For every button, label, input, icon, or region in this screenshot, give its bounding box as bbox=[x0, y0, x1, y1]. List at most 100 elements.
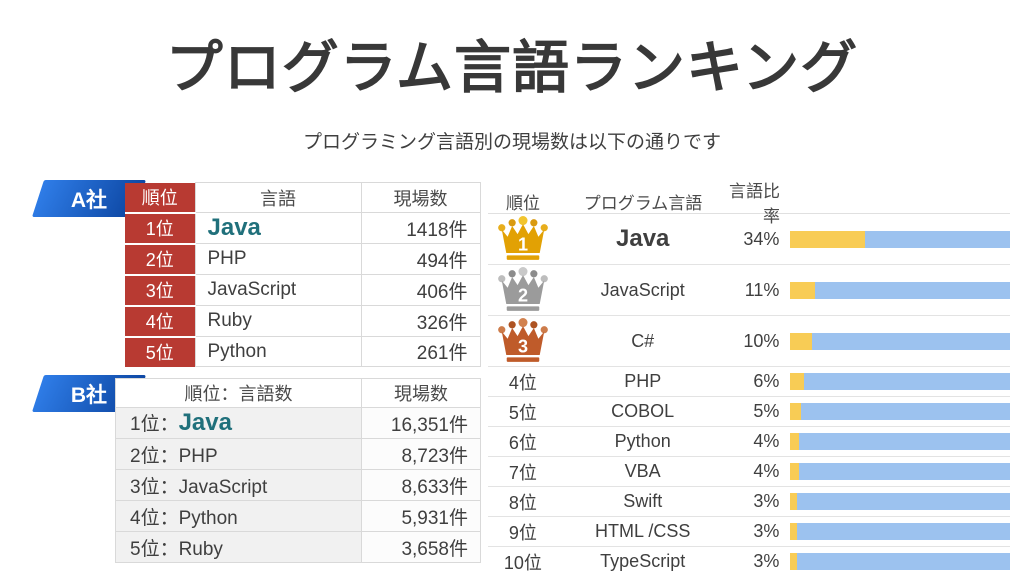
ranking-header-language: プログラム言語 bbox=[583, 194, 703, 213]
percent-label: 5% bbox=[753, 401, 780, 421]
ratio-bar bbox=[790, 433, 1010, 450]
count-cell: 8,723件 bbox=[361, 438, 481, 470]
language-label: Java bbox=[616, 225, 670, 252]
ratio-bar-fill bbox=[790, 281, 815, 299]
language-label: Python bbox=[614, 431, 671, 451]
percent-label: 4% bbox=[753, 461, 780, 481]
gold-crown-icon: 1 bbox=[498, 215, 548, 260]
language-label: VBA bbox=[624, 461, 661, 481]
company-a-table-row: 4位 Ruby 326件 bbox=[125, 305, 481, 338]
company-b-table-row: 3位：JavaScript 8,633件 bbox=[115, 469, 481, 501]
ranking-header-row: 順位 プログラム言語 言語比率 bbox=[488, 182, 1010, 226]
silver-crown-icon: 2 bbox=[498, 266, 548, 311]
language-label: JavaScript bbox=[178, 476, 268, 498]
ratio-bar-fill bbox=[790, 553, 797, 570]
ratio-bar-fill bbox=[790, 403, 802, 420]
percent-label: 6% bbox=[753, 371, 780, 391]
ratio-bar bbox=[790, 523, 1010, 540]
count-cell: 326件 bbox=[360, 305, 481, 337]
language-label: Ruby bbox=[207, 310, 252, 331]
rank-cell: 4位 bbox=[125, 305, 195, 338]
company-a-header-row: 順位 言語 現場数 bbox=[125, 182, 481, 214]
company-b-table-row: 5位：Ruby 3,658件 bbox=[115, 531, 481, 563]
count-cell: 494件 bbox=[360, 243, 481, 275]
language-label: Python bbox=[207, 340, 267, 362]
rank-cell: 1 bbox=[488, 215, 558, 263]
ratio-bar bbox=[790, 332, 1010, 350]
rank-cell: 3 bbox=[488, 317, 558, 365]
ratio-bar bbox=[790, 553, 1010, 570]
ranking-row: 4位 PHP 6% bbox=[488, 367, 1010, 397]
ranking-row: 3 C# 10% bbox=[488, 316, 1010, 367]
percent-label: 34% bbox=[743, 228, 780, 249]
company-b-header-rank-language: 順位：言語数 bbox=[115, 378, 362, 408]
svg-text:1: 1 bbox=[518, 234, 528, 254]
rank-cell: 6位 bbox=[508, 432, 537, 453]
ranking-row: 2 JavaScript 11% bbox=[488, 265, 1010, 316]
language-cell: Python bbox=[194, 336, 362, 367]
rank-cell: 1位 bbox=[125, 212, 195, 245]
company-b-tag-label: B社 bbox=[70, 383, 108, 407]
count-cell: 16,351件 bbox=[361, 407, 481, 439]
page-subtitle: プログラミング言語別の現場数は以下の通りです bbox=[302, 132, 721, 153]
percent-label: 3% bbox=[753, 551, 780, 571]
ratio-bar-fill bbox=[790, 230, 866, 248]
rank-language-cell: 5位：Ruby bbox=[115, 531, 362, 563]
ratio-bar bbox=[790, 493, 1010, 510]
count-cell: 8,633件 bbox=[361, 469, 481, 501]
rank-cell: 9位 bbox=[508, 522, 537, 543]
company-b-header-count: 現場数 bbox=[361, 378, 481, 408]
count-cell: 3,658件 bbox=[361, 531, 481, 563]
bronze-crown-icon: 3 bbox=[498, 317, 548, 362]
language-label: C# bbox=[631, 330, 655, 351]
company-a-header-count: 現場数 bbox=[360, 182, 481, 213]
page-title: プログラム言語ランキング bbox=[165, 36, 859, 100]
rank-cell: 3位 bbox=[125, 274, 195, 307]
ranking-row: 1 Java 34% bbox=[488, 214, 1010, 265]
rank-cell: 2位 bbox=[125, 243, 195, 276]
percent-label: 3% bbox=[753, 521, 780, 541]
rank-cell: 4位 bbox=[508, 372, 537, 393]
percent-label: 4% bbox=[753, 431, 780, 451]
rank-cell: 5位 bbox=[508, 402, 537, 423]
rank-cell: 5位 bbox=[125, 336, 195, 367]
language-label: COBOL bbox=[611, 401, 675, 421]
company-a-table-row: 5位 Python 261件 bbox=[125, 336, 481, 367]
language-cell: Ruby bbox=[194, 305, 362, 337]
percent-label: 11% bbox=[744, 279, 780, 300]
rank-language-cell: 2位：PHP bbox=[115, 438, 362, 470]
rank-language-cell: 1位：Java bbox=[115, 407, 362, 439]
svg-text:2: 2 bbox=[518, 285, 528, 305]
ratio-bar-fill bbox=[790, 373, 804, 390]
language-label: PHP bbox=[178, 445, 218, 467]
company-a-header-language: 言語 bbox=[194, 182, 362, 213]
company-a-header-rank: 順位 bbox=[125, 182, 195, 214]
count-cell: 5,931件 bbox=[361, 500, 481, 532]
percent-label: 10% bbox=[743, 330, 780, 351]
language-label: Python bbox=[178, 507, 238, 529]
count-cell: 1418件 bbox=[360, 212, 481, 244]
language-label: PHP bbox=[207, 248, 247, 269]
language-cell: JavaScript bbox=[194, 274, 362, 306]
ranking-row: 9位 HTML /CSS 3% bbox=[488, 517, 1010, 547]
ratio-bar-fill bbox=[790, 463, 800, 480]
rank-cell: 10位 bbox=[503, 552, 542, 573]
company-b-table-row: 1位：Java 16,351件 bbox=[115, 407, 481, 439]
ratio-bar bbox=[790, 281, 1010, 299]
rank-language-cell: 4位：Python bbox=[115, 500, 362, 532]
language-cell: PHP bbox=[194, 243, 362, 275]
company-a-table-body: 1位 Java 1418件 2位 PHP 494件 3位 JavaScript 406件 4位 Ru… bbox=[125, 212, 481, 367]
count-cell: 261件 bbox=[360, 336, 481, 367]
language-label: Java bbox=[207, 214, 261, 241]
rank-language-cell: 3位：JavaScript bbox=[115, 469, 362, 501]
language-label: TypeScript bbox=[600, 551, 686, 571]
percent-label: 3% bbox=[753, 491, 780, 511]
company-b-table-row: 2位：PHP 8,723件 bbox=[115, 438, 481, 470]
ranking-row: 5位 COBOL 5% bbox=[488, 397, 1010, 427]
language-label: JavaScript bbox=[600, 279, 685, 300]
company-b-header-row: 順位：言語数 現場数 bbox=[115, 378, 481, 408]
language-label: JavaScript bbox=[207, 279, 297, 300]
company-b-table-body: 1位：Java 16,351件 2位：PHP 8,723件 3位：JavaScript 8… bbox=[115, 407, 481, 563]
svg-text:3: 3 bbox=[518, 336, 528, 356]
